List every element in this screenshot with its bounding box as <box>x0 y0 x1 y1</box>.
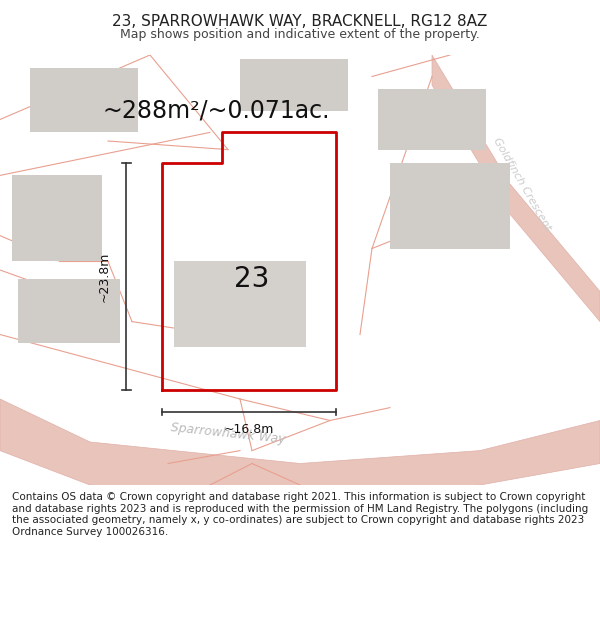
Text: Map shows position and indicative extent of the property.: Map shows position and indicative extent… <box>120 28 480 41</box>
Bar <box>240 59 348 111</box>
Text: ~16.8m: ~16.8m <box>224 422 274 436</box>
Bar <box>30 68 138 132</box>
Text: Contains OS data © Crown copyright and database right 2021. This information is : Contains OS data © Crown copyright and d… <box>12 492 588 537</box>
Polygon shape <box>0 399 600 506</box>
Bar <box>18 279 120 343</box>
Text: ~23.8m: ~23.8m <box>98 251 111 302</box>
Text: 23, SPARROWHAWK WAY, BRACKNELL, RG12 8AZ: 23, SPARROWHAWK WAY, BRACKNELL, RG12 8AZ <box>112 14 488 29</box>
Bar <box>390 162 510 249</box>
Text: Sparrowhawk Way: Sparrowhawk Way <box>170 421 286 446</box>
Text: ~288m²/~0.071ac.: ~288m²/~0.071ac. <box>102 98 330 122</box>
Bar <box>12 176 102 261</box>
Text: 23: 23 <box>235 264 269 292</box>
Polygon shape <box>432 55 600 322</box>
Text: Goldfinch Crescent: Goldfinch Crescent <box>491 136 553 232</box>
Bar <box>378 89 486 149</box>
Bar <box>174 261 306 348</box>
